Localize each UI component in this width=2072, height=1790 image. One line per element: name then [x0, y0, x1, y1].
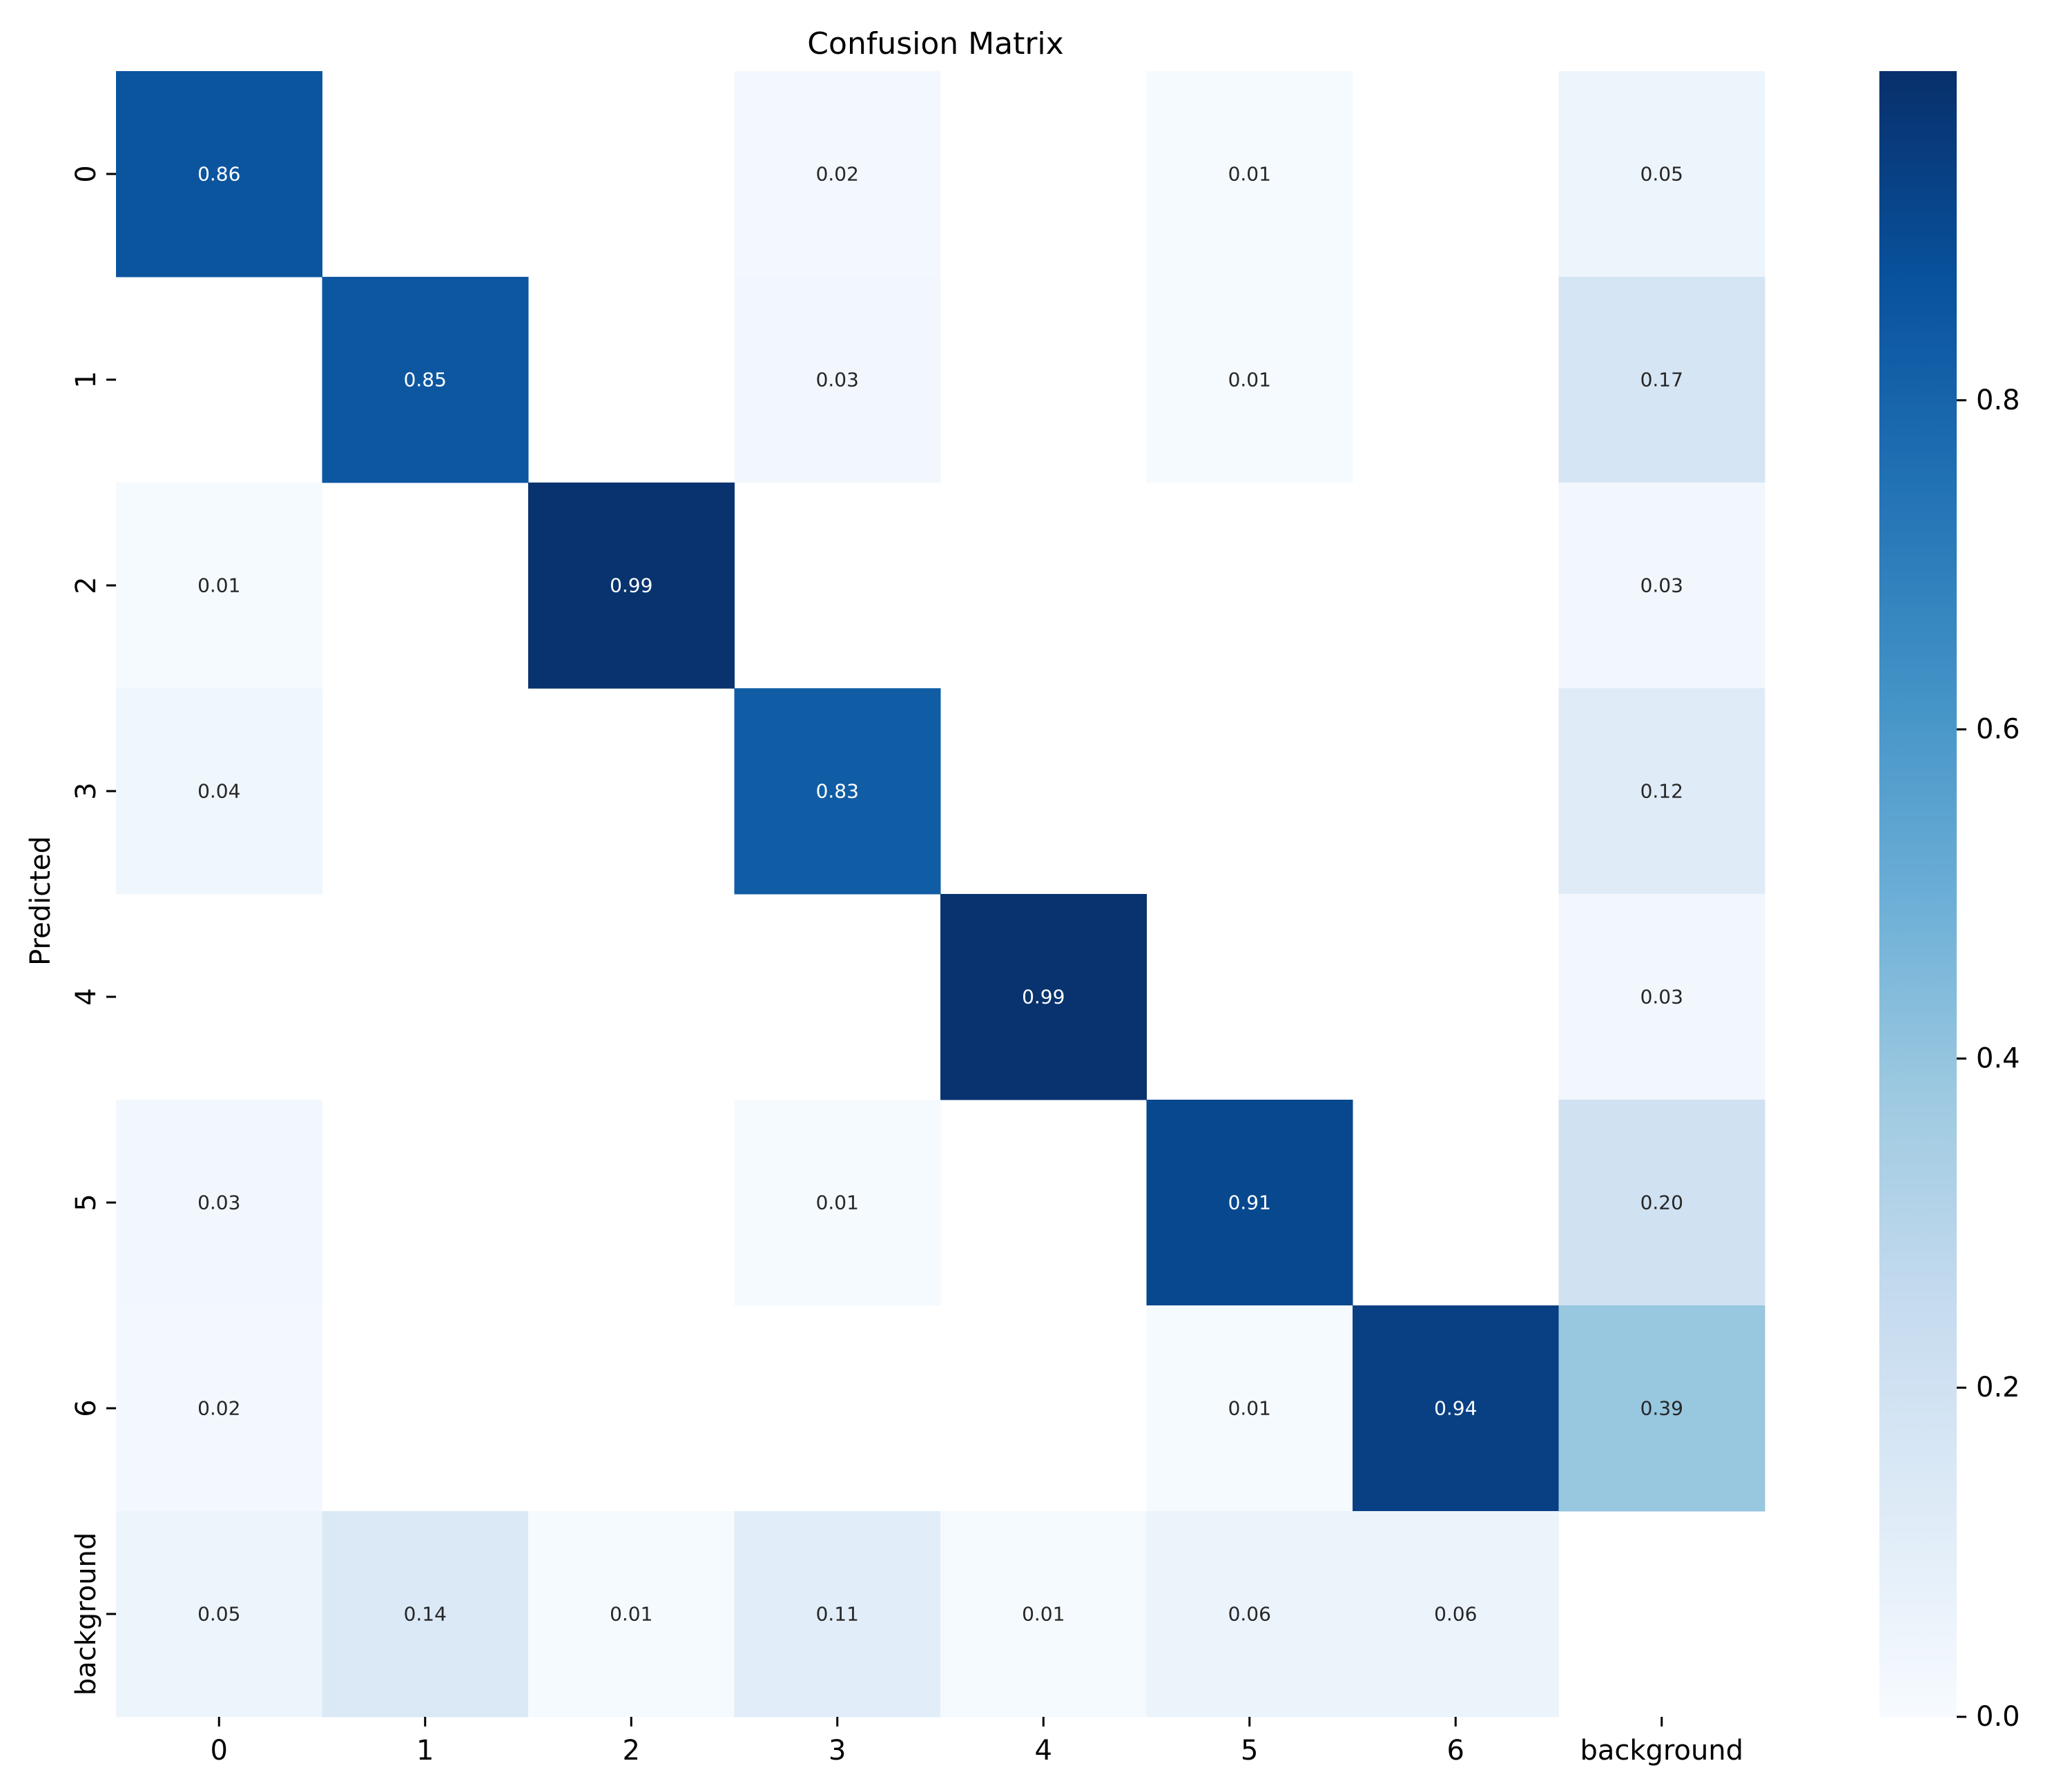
y-tick-label: 4: [70, 988, 102, 1005]
y-tick-label: background: [70, 1533, 102, 1696]
y-tick-label: 2: [70, 576, 102, 594]
cell-value-r1-c3: 0.03: [816, 369, 859, 391]
cell-value-r7-c0: 0.05: [197, 1603, 240, 1626]
heatmap-cell-r7-c0: [116, 1511, 322, 1718]
heatmap-cell-r4-c4: [940, 894, 1147, 1100]
x-axis: 0 1 2 3 4 5 6 background: [211, 1717, 1743, 1767]
chart-title: Confusion Matrix: [807, 26, 1063, 61]
colorbar-tick-label: 0.8: [1976, 385, 2020, 416]
y-tick-label: 3: [70, 782, 102, 799]
cell-value-r3-c0: 0.04: [197, 780, 240, 803]
heatmap-cell-r1-c1: [322, 277, 529, 483]
x-tick-label: 1: [416, 1735, 434, 1767]
heatmap-cell-r5-c7: [1558, 1100, 1765, 1306]
heatmap-cell-r7-c2: [528, 1511, 735, 1718]
heatmap-cell-r0-c7: [1558, 71, 1765, 278]
heatmap-cell-r2-c2: [528, 483, 735, 689]
cell-value-r7-c2: 0.01: [610, 1603, 652, 1626]
cell-value-r5-c7: 0.20: [1640, 1191, 1683, 1214]
colorbar: [1879, 71, 1957, 1717]
cell-value-r0-c0: 0.86: [197, 163, 240, 186]
heatmap-cell-r0-c0: [116, 71, 322, 278]
cell-value-r2-c7: 0.03: [1640, 574, 1683, 597]
heatmap-cell-r1-c7: [1558, 277, 1765, 483]
cell-value-r7-c1: 0.14: [404, 1603, 447, 1626]
colorbar-tick-label: 0.2: [1976, 1372, 2020, 1403]
heatmap-cell-r2-c7: [1558, 483, 1765, 689]
cell-value-r0-c7: 0.05: [1640, 163, 1683, 186]
cell-value-r1-c5: 0.01: [1228, 369, 1271, 391]
x-tick-label: 5: [1241, 1735, 1258, 1767]
cell-value-r4-c7: 0.03: [1640, 986, 1683, 1009]
cell-value-r7-c5: 0.06: [1228, 1603, 1271, 1626]
heatmap-cell-r3-c3: [734, 688, 941, 895]
cell-value-r6-c6: 0.94: [1434, 1397, 1477, 1420]
cell-value-r3-c3: 0.83: [816, 780, 859, 803]
heatmap-cells: [116, 71, 1765, 1718]
heatmap-cell-r1-c3: [734, 277, 941, 483]
cell-value-r7-c6: 0.06: [1434, 1603, 1477, 1626]
heatmap-cell-r5-c5: [1146, 1100, 1353, 1306]
heatmap-cell-r0-c3: [734, 71, 941, 278]
heatmap-cell-r4-c7: [1558, 894, 1765, 1100]
heatmap-cell-r7-c5: [1146, 1511, 1353, 1718]
cell-value-r6-c5: 0.01: [1228, 1397, 1271, 1420]
heatmap-cell-r3-c7: [1558, 688, 1765, 895]
x-tick-label: 6: [1447, 1735, 1464, 1767]
heatmap-cell-r7-c3: [734, 1511, 941, 1718]
x-tick-label: 3: [829, 1735, 846, 1767]
colorbar-tick-label: 0.4: [1976, 1042, 2020, 1074]
heatmap-cell-r7-c4: [940, 1511, 1147, 1718]
heatmap-cell-r7-c1: [322, 1511, 529, 1718]
y-tick-label: 5: [70, 1194, 102, 1211]
cell-value-r1-c1: 0.85: [404, 369, 447, 391]
x-tick-label: background: [1580, 1735, 1743, 1767]
heatmap-cell-r5-c3: [734, 1100, 941, 1306]
cell-value-r7-c3: 0.11: [816, 1603, 859, 1626]
cell-value-r0-c5: 0.01: [1228, 163, 1271, 186]
heatmap-cell-r3-c0: [116, 688, 322, 895]
heatmap-cell-r6-c6: [1353, 1305, 1559, 1512]
cell-value-r4-c4: 0.99: [1022, 986, 1065, 1009]
cell-value-r5-c5: 0.91: [1228, 1191, 1271, 1214]
heatmap-cell-r5-c0: [116, 1100, 322, 1306]
heatmap-cell-r0-c5: [1146, 71, 1353, 278]
heatmap-cell-r6-c5: [1146, 1305, 1353, 1512]
y-tick-label: 6: [70, 1399, 102, 1417]
cell-value-r6-c7: 0.39: [1640, 1397, 1683, 1420]
cell-value-r5-c3: 0.01: [816, 1191, 859, 1214]
cell-value-r0-c3: 0.02: [816, 163, 859, 186]
heatmap-cell-r2-c0: [116, 483, 322, 689]
heatmap-cell-r7-c6: [1353, 1511, 1559, 1718]
cell-value-r1-c7: 0.17: [1640, 369, 1683, 391]
heatmap-cell-r6-c7: [1558, 1305, 1765, 1512]
colorbar-axis: 0.0 0.2 0.4 0.6 0.8: [1957, 385, 2020, 1733]
heatmap-cell-r1-c5: [1146, 277, 1353, 483]
cell-value-r7-c4: 0.01: [1022, 1603, 1065, 1626]
cell-value-r2-c2: 0.99: [610, 574, 652, 597]
cell-value-r5-c0: 0.03: [197, 1191, 240, 1214]
y-axis: 0 1 2 3 4 5 6 background: [70, 165, 116, 1695]
heatmap-cell-r6-c0: [116, 1305, 322, 1512]
x-tick-label: 2: [623, 1735, 640, 1767]
colorbar-tick-label: 0.0: [1976, 1701, 2020, 1733]
cell-value-r2-c0: 0.01: [197, 574, 240, 597]
heatmap-cell-labels: 0.86 0.02 0.01 0.05 0.85 0.03 0.01 0.17 0.01 0.99…: [197, 163, 1683, 1626]
cell-value-r6-c0: 0.02: [197, 1397, 240, 1420]
colorbar-tick-label: 0.6: [1976, 714, 2020, 746]
x-tick-label: 4: [1035, 1735, 1052, 1767]
cell-value-r3-c7: 0.12: [1640, 780, 1683, 803]
y-axis-label: Predicted: [25, 836, 57, 966]
x-tick-label: 0: [211, 1735, 228, 1767]
y-tick-label: 0: [70, 165, 102, 182]
y-tick-label: 1: [70, 371, 102, 388]
